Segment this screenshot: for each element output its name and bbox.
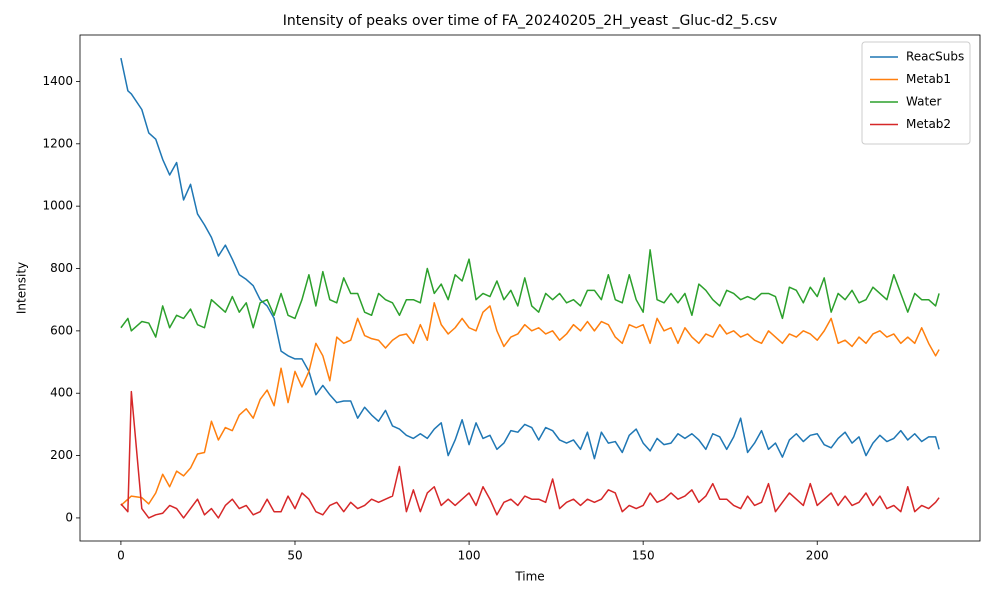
legend-box: [861, 41, 971, 145]
y-tick-label: 800: [50, 261, 73, 275]
legend-label: Water: [906, 95, 942, 109]
series-line: [120, 390, 940, 519]
y-tick-label: 0: [65, 510, 73, 524]
chart-title: Intensity of peaks over time of FA_20240…: [283, 13, 778, 29]
y-tick-label: 200: [50, 448, 73, 462]
x-tick-label: 0: [117, 549, 125, 563]
y-tick-label: 400: [50, 386, 73, 400]
y-tick-label: 1200: [42, 136, 73, 150]
x-tick-label: 200: [806, 549, 829, 563]
series-line: [120, 302, 940, 507]
x-tick-label: 150: [632, 549, 655, 563]
x-tick-label: 100: [458, 549, 481, 563]
series-line: [120, 249, 940, 338]
series-line: [120, 57, 940, 460]
y-tick-label: 600: [50, 323, 73, 337]
legend-label: Metab1: [906, 72, 951, 86]
x-axis-label: Time: [514, 570, 544, 584]
legend-label: ReacSubs: [906, 50, 964, 64]
plot-frame: [79, 34, 981, 542]
y-tick-label: 1400: [42, 74, 73, 88]
legend-label: Metab2: [906, 117, 951, 131]
y-axis-label: Intensity: [15, 262, 29, 314]
x-tick-label: 50: [287, 549, 302, 563]
y-tick-label: 1000: [42, 199, 73, 213]
